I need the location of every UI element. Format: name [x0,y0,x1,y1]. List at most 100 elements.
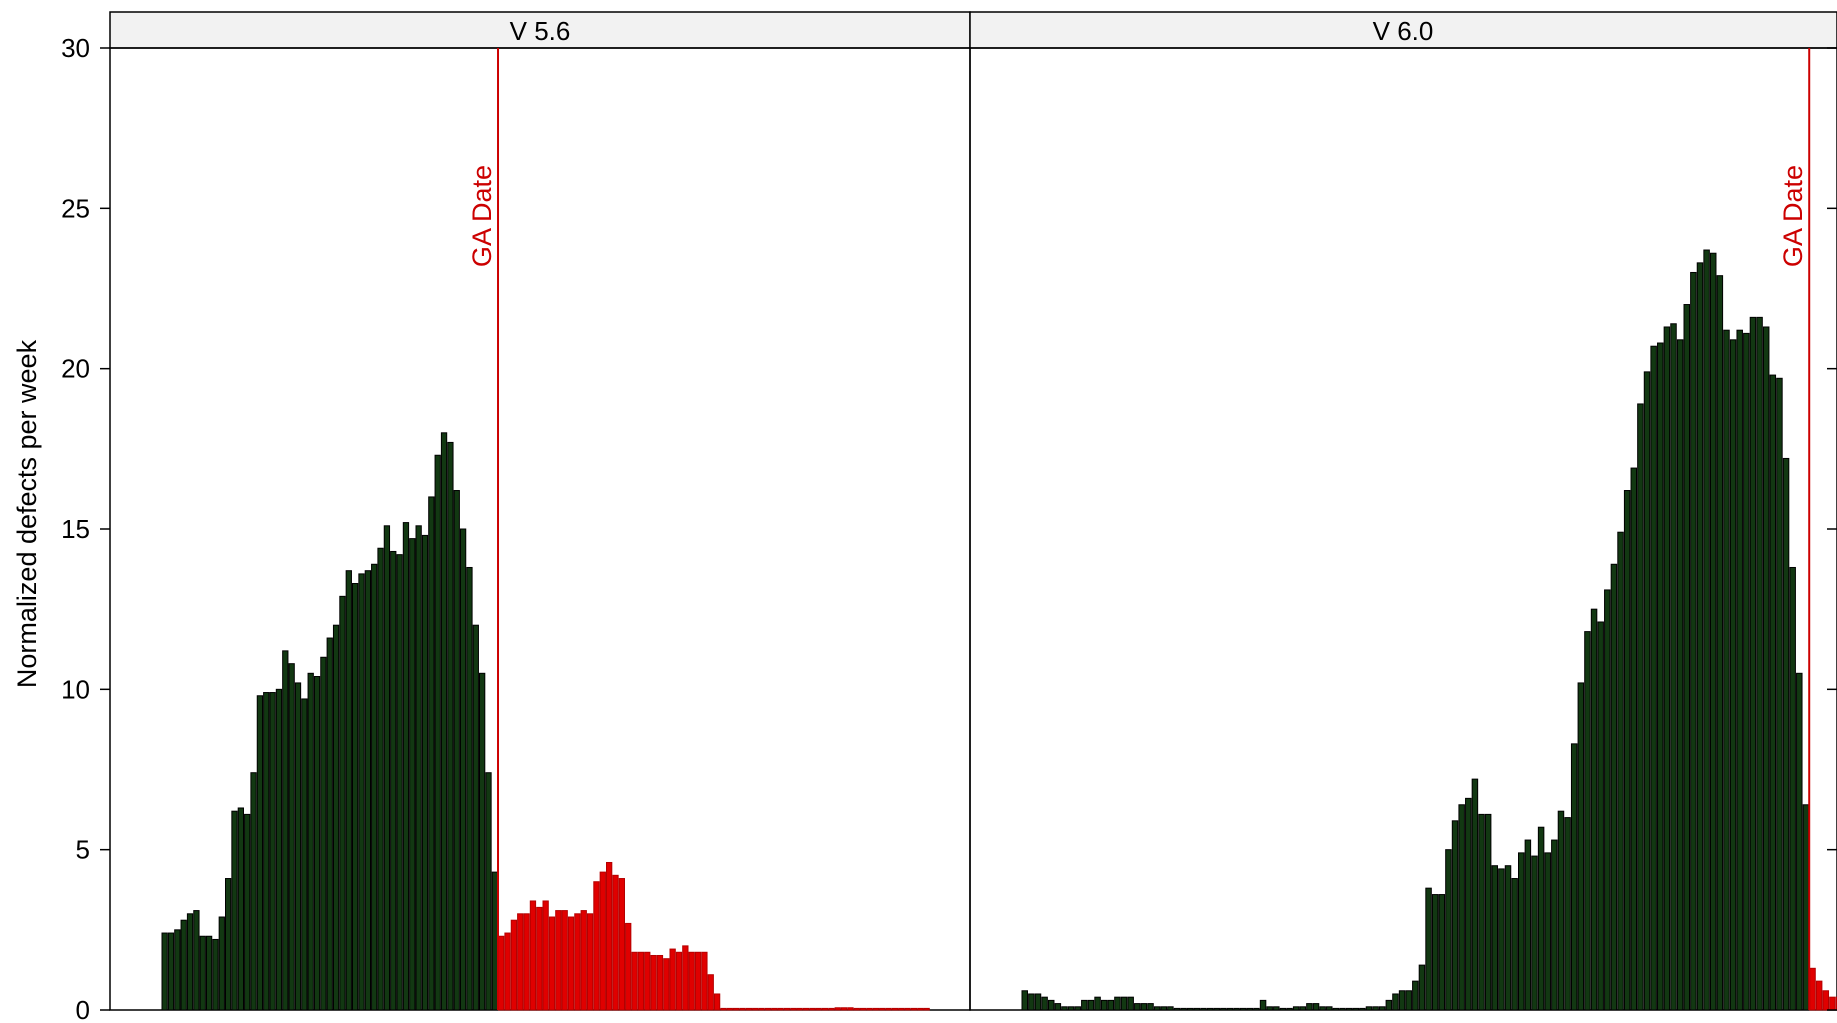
pre-ga-bar [1140,1003,1148,1011]
pre-ga-bar [1729,339,1737,1011]
series-v60 [1021,249,1837,1011]
post-ga-bar [1809,967,1816,1011]
post-ga-bar [650,954,657,1011]
pre-ga-bar [1173,1007,1181,1011]
pre-ga-bar [1100,999,1108,1011]
pre-ga-bar [218,916,225,1011]
pre-ga-bar [1213,1007,1220,1011]
pre-ga-bar [263,692,270,1011]
pre-ga-bar [199,935,206,1011]
pre-ga-bar [428,496,435,1011]
post-ga-bar [866,1007,873,1011]
post-ga-bar [733,1007,740,1011]
pre-ga-bar [180,919,187,1011]
pre-ga-bar [1220,1007,1227,1011]
post-ga-bar [517,913,524,1011]
pre-ga-bar [1299,1006,1307,1011]
pre-ga-bar [1716,275,1724,1011]
pre-ga-bar [1431,894,1439,1011]
pre-ga-bar [409,538,416,1011]
post-ga-bar [809,1007,816,1011]
post-ga-bar [631,951,638,1011]
pre-ga-bar [1081,999,1088,1011]
pre-ga-bar [1504,865,1512,1011]
pre-ga-bar [1372,1006,1379,1011]
post-ga-bar [758,1007,765,1011]
post-ga-bar [777,1007,784,1011]
pre-ga-bar [1782,457,1790,1011]
pre-ga-bar [174,929,181,1011]
post-ga-bar [694,951,702,1011]
pre-ga-bar [307,672,314,1011]
pre-ga-bar [352,583,359,1011]
pre-ga-bar [1590,608,1598,1011]
pre-ga-bar [1570,743,1578,1011]
pre-ga-bar [339,595,346,1011]
pre-ga-bar [1200,1007,1207,1011]
post-ga-bar [637,951,645,1011]
post-ga-bar [726,1007,733,1011]
y-axis-left: 0 5 10 15 20 25 30 [61,33,110,1023]
pre-ga-bar [415,525,422,1011]
pre-ga-bar [1597,621,1604,1011]
post-ga-bar [593,881,600,1011]
pre-ga-bar [390,550,397,1011]
post-ga-bar [606,861,613,1011]
pre-ga-bar [1623,490,1631,1011]
pre-ga-bar [1657,342,1664,1011]
pre-ga-bar [1047,999,1055,1011]
pre-ga-bar [1604,589,1611,1011]
post-ga-bar [910,1007,918,1011]
pre-ga-bar [161,932,168,1011]
pre-ga-bar [1253,1007,1260,1011]
pre-ga-bar [1736,329,1743,1011]
pre-ga-bar [1339,1007,1346,1011]
post-ga-bar [504,932,511,1011]
post-ga-bar [891,1007,899,1011]
post-ga-bar [879,1007,886,1011]
post-ga-bar [821,1007,829,1011]
y-tick-label: 15 [61,514,90,544]
pre-ga-bar [1326,1006,1333,1011]
pre-ga-bar [1147,1003,1154,1011]
pre-ga-bar [205,935,213,1011]
y-tick-label: 25 [61,193,90,223]
pre-ga-bar [1709,252,1717,1011]
post-ga-bar [612,874,619,1011]
pre-ga-bar [1796,672,1803,1011]
post-ga-bar [580,910,587,1011]
pre-ga-bar [491,871,499,1011]
post-ga-bar [555,910,562,1011]
pre-ga-bar [1187,1007,1194,1011]
pre-ga-bar [1584,631,1591,1011]
ga-date-label-v60: GA Date [1778,165,1808,267]
pre-ga-bar [1180,1007,1187,1011]
pre-ga-bar [1087,999,1095,1011]
pre-ga-bar [244,813,251,1011]
pre-ga-bar [237,807,244,1011]
post-ga-bar [745,1007,753,1011]
pre-ga-bar [447,441,454,1011]
pre-ga-bar [332,624,340,1011]
series-v56 [161,432,930,1011]
pre-ga-bar [1114,996,1121,1011]
pre-ga-bar [1167,1006,1174,1011]
pre-ga-bar [421,534,429,1011]
post-ga-bar [567,916,575,1011]
post-ga-bar [510,919,518,1011]
pre-ga-bar [453,490,460,1011]
pre-ga-bar [1663,326,1671,1011]
pre-ga-bar [250,772,257,1011]
pre-ga-bar [1498,868,1505,1011]
pre-ga-bar [1385,999,1393,1011]
pre-ga-bar [402,522,410,1011]
pre-ga-bar [1511,878,1518,1011]
pre-ga-bar [1352,1007,1359,1011]
strip-header-v60 [969,11,1837,49]
post-ga-bar [656,954,664,1011]
pre-ga-bar [1345,1007,1353,1011]
pre-ga-bar [1544,852,1551,1011]
post-ga-bar [644,951,651,1011]
post-ga-bar [840,1007,848,1011]
